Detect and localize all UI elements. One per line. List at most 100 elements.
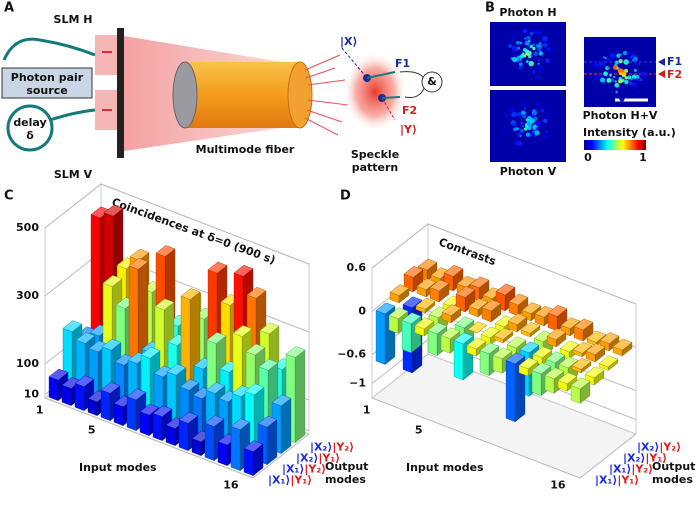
speckle-grain: [615, 60, 619, 65]
bar-top: [155, 245, 176, 257]
bar-top: [469, 276, 490, 289]
speckle-grain: [599, 61, 605, 67]
speckle-grain: [534, 130, 540, 136]
bar-top: [545, 351, 566, 364]
bar-front: [230, 426, 241, 471]
bar-top: [506, 336, 527, 349]
speckle-grain: [608, 48, 611, 51]
bar-top: [140, 346, 161, 359]
speckle-grain: [621, 72, 627, 77]
bar-top: [546, 328, 567, 340]
speckle-grain: [619, 53, 623, 56]
speckle-grain: [507, 37, 510, 41]
bar-top: [245, 343, 266, 356]
panel-label: B: [485, 1, 495, 16]
source-label: Photon pair source: [10, 71, 84, 97]
bar-top: [466, 337, 487, 350]
bar-top: [416, 278, 437, 290]
bar-top: [507, 313, 528, 325]
and-gate: [421, 71, 443, 93]
speckle-grain: [628, 81, 633, 86]
bar-top: [244, 383, 265, 396]
speckle-grain: [614, 82, 620, 88]
speckle-grain: [546, 39, 550, 44]
bar-top: [402, 296, 423, 309]
image-title: Photon H+V: [583, 109, 658, 122]
chart-title: Contrasts: [437, 235, 498, 268]
bar-front: [48, 376, 59, 401]
bar: [204, 415, 225, 462]
bar-top: [573, 318, 594, 331]
source-box: [1, 67, 93, 99]
speckle-grain: [529, 31, 534, 36]
speckle-grain: [591, 76, 595, 81]
bar-top: [179, 378, 200, 391]
bar: [573, 318, 594, 342]
speckle-grain: [521, 97, 527, 103]
speckle-grain: [624, 79, 629, 85]
speckle-grain: [528, 55, 532, 59]
speckle-grain: [515, 140, 521, 146]
bar-front: [113, 403, 124, 426]
bar-front: [178, 419, 189, 451]
bar-top: [443, 265, 464, 277]
speckle-grain: [616, 43, 622, 48]
speckle-grain: [614, 80, 617, 83]
fiber-link: [366, 71, 396, 79]
bar-top: [559, 340, 580, 353]
bar-top: [258, 358, 279, 371]
bar-top: [257, 415, 278, 428]
bar-top: [505, 352, 526, 365]
speckle-grain: [594, 57, 599, 61]
bar-top: [75, 332, 96, 344]
speckle-grain: [546, 46, 552, 52]
speckle-grain: [630, 78, 633, 81]
y-axis-label: Output modes: [652, 460, 696, 486]
bar-top: [584, 366, 605, 379]
bar-top: [441, 304, 462, 316]
speckle-grain: [525, 60, 529, 64]
bar-top: [48, 368, 69, 381]
ket-x: |X⟩: [340, 35, 358, 48]
f1-label: F1: [395, 57, 410, 70]
bar: [570, 377, 591, 404]
bar-front: [453, 340, 464, 381]
bar-top: [415, 297, 436, 310]
speckle-grain: [511, 56, 518, 63]
image-title: Photon V: [500, 165, 557, 178]
x-tick-label: 5: [88, 424, 96, 437]
bar-top: [205, 382, 226, 394]
speckle-grain: [535, 75, 540, 80]
bar-top: [259, 322, 280, 335]
speckle-grain: [631, 74, 636, 79]
bar: [467, 321, 488, 334]
speckle-grain: [516, 132, 521, 136]
speckle-grain: [518, 65, 523, 70]
speckle-grain: [636, 88, 641, 93]
series-label: |X₂⟩|Y₂⟩: [637, 441, 681, 454]
series-label: |X₁⟩|Y₁⟩: [595, 474, 639, 487]
bar-top: [126, 388, 147, 401]
speckle-grain: [522, 48, 527, 52]
speckle-grain: [522, 28, 528, 34]
speckle-grain: [609, 74, 612, 77]
bar-top: [454, 316, 475, 329]
pointer: [341, 47, 368, 79]
bar-top: [139, 403, 160, 416]
bar-top: [62, 320, 83, 333]
bar-top: [558, 356, 579, 369]
bar-top: [480, 326, 501, 339]
speckle-grain: [633, 56, 638, 62]
bar: [414, 317, 435, 337]
speckle-grain: [636, 78, 640, 82]
bar-top: [152, 405, 173, 418]
bar-top: [103, 204, 124, 217]
fiber-label: Multimode fiber: [196, 143, 295, 156]
speckle-grain: [529, 27, 534, 32]
bar-top: [572, 341, 593, 354]
speckle-grain: [624, 68, 629, 73]
colorbar-tick: 1: [639, 151, 647, 164]
bar-top: [467, 321, 488, 334]
z-tick-label: 500: [16, 221, 39, 234]
bar-front: [427, 330, 438, 356]
